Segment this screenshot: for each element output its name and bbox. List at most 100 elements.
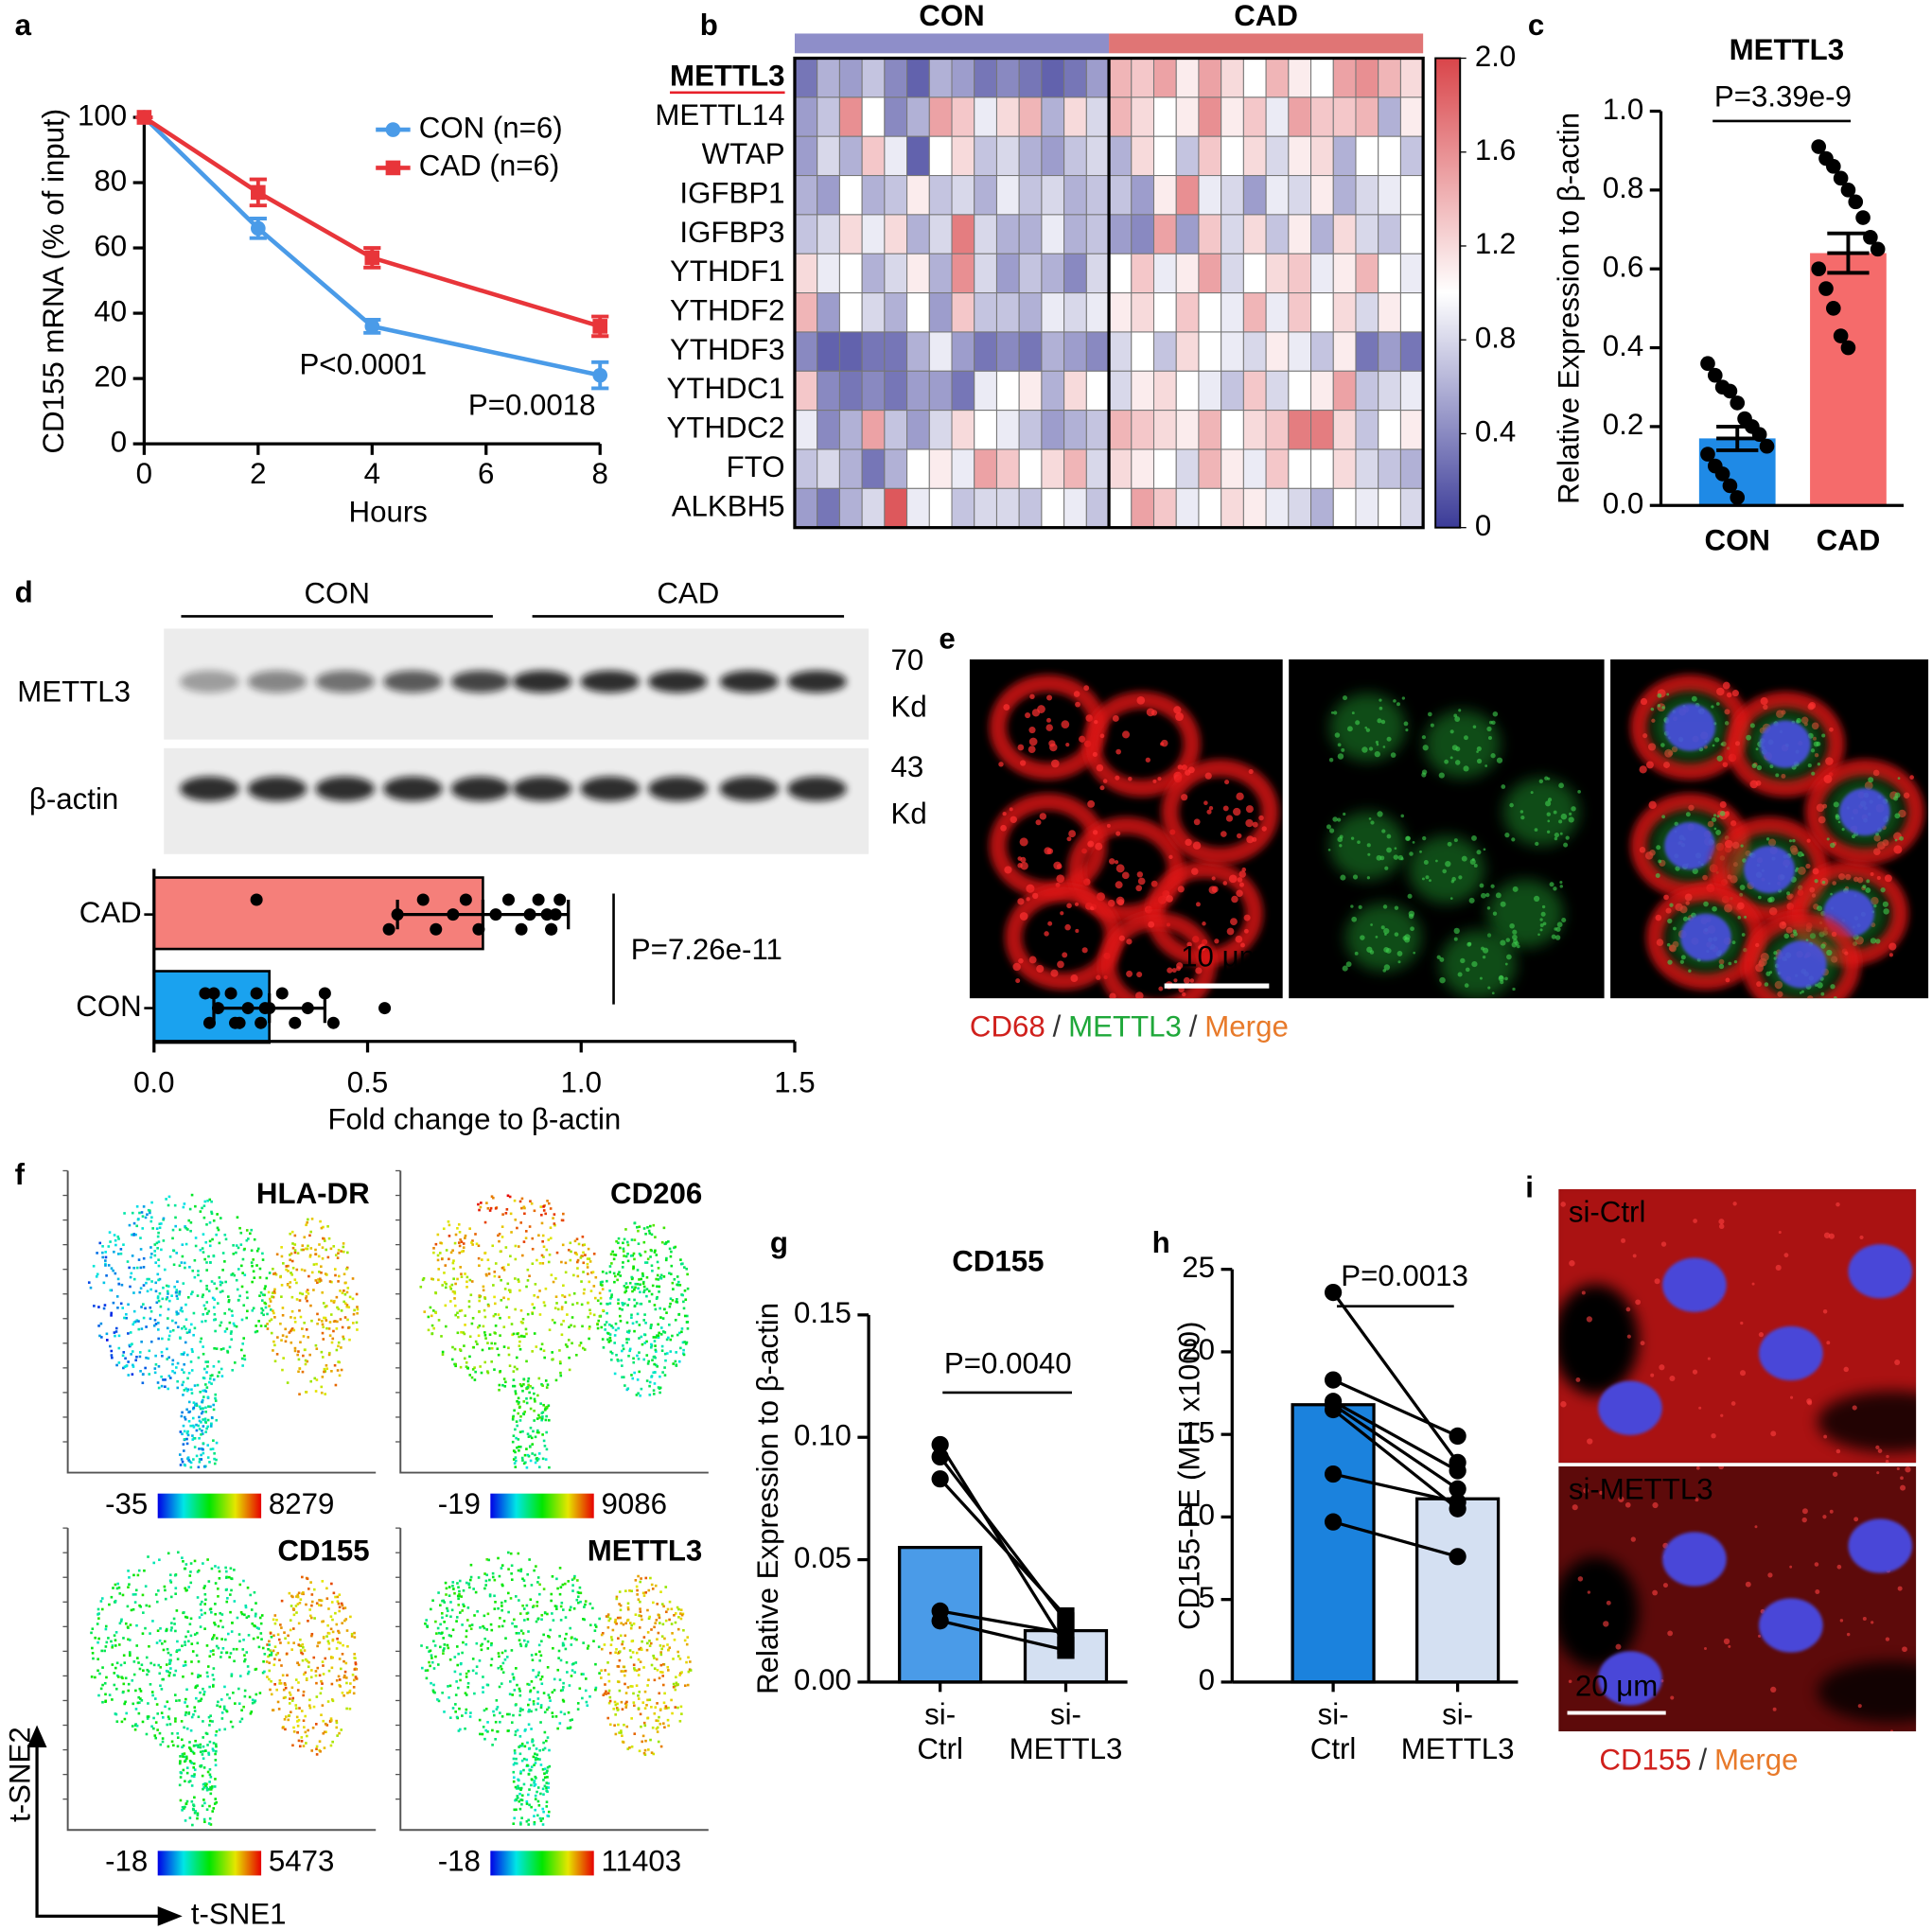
cell-dot [460,1308,464,1312]
cell-dot [448,1684,452,1688]
cell-dot [103,1304,107,1307]
cell-dot [531,1262,535,1266]
cell-dot [624,1384,626,1387]
cell-dot [236,1288,239,1291]
cell-dot [304,1730,307,1734]
cell-dot [510,1231,513,1234]
cell-dot [437,1631,441,1635]
cell-dot [195,1631,199,1635]
speckle [1183,976,1190,984]
cell-dot [341,1692,344,1694]
speckle [1374,751,1380,758]
cell-dot [110,1267,114,1270]
cell-dot [290,1594,293,1598]
speckle [1062,952,1068,958]
cell-dot [537,1377,541,1380]
band [580,776,640,801]
cell-dot [450,1358,454,1361]
cell-dot [207,1715,211,1719]
cell-dot [253,1590,256,1594]
cell-dot [129,1285,132,1289]
heat-cell [1108,487,1133,529]
speckle [1118,935,1125,941]
cell-dot [677,1280,680,1284]
speckle [1732,841,1740,850]
cell-dot [202,1749,204,1753]
cell-dot [212,1749,215,1752]
heat-cell [906,331,930,372]
cell-dot [538,1313,542,1316]
cell-dot [188,1207,192,1211]
cell-dot [201,1247,204,1250]
cell-dot [196,1294,200,1297]
cell-dot [342,1245,345,1249]
cell-dot [321,1356,325,1359]
dot [1811,139,1827,154]
speckle [1852,834,1855,839]
heat-cell [906,410,930,450]
cell-dot [181,1243,184,1246]
cell-dot [321,1376,325,1378]
cell-dot [550,1592,553,1596]
cell-dot [304,1362,307,1366]
cell-dot [469,1711,472,1714]
heat-cell [1288,370,1312,412]
heat-cell [1288,214,1312,254]
cell-dot [192,1745,196,1747]
scale-bar-label: 10 μm [1181,940,1263,974]
cell-dot [294,1704,298,1707]
cell-dot [188,1623,192,1626]
dot [545,922,558,936]
speckle [1049,743,1058,752]
heat-cell [974,253,997,294]
speckle [1109,992,1116,999]
cell-dot [639,1283,641,1287]
cell-dot [631,1651,635,1654]
speckle [1403,721,1409,727]
cell-dot [670,1250,673,1254]
cell-dot [211,1674,215,1676]
cell-dot [160,1248,163,1252]
cell-dot [178,1453,182,1456]
speckle [1204,772,1212,780]
cell-dot [120,1283,124,1287]
cell-dot [157,1299,161,1303]
cell-dot [174,1629,177,1633]
heat-cell [1152,96,1177,137]
cell-dot [432,1251,435,1254]
heat-cell [1063,175,1087,216]
cell-dot [134,1320,137,1324]
cell-dot [504,1246,508,1249]
cell-dot [181,1460,184,1464]
cell-dot [151,1227,154,1230]
cell-dot [635,1394,639,1396]
cell-dot [306,1734,308,1738]
cell-dot [275,1619,278,1622]
cell-dot [443,1621,446,1623]
heat-cell [1221,370,1244,412]
cell-dot [542,1209,546,1212]
cell-dot [662,1226,666,1230]
cell-dot [676,1283,678,1287]
speckle [1375,935,1379,939]
cell-dot [157,1322,160,1325]
heat-cell [1018,175,1043,216]
cell-dot [632,1252,636,1255]
cell-dot [621,1266,624,1269]
speckle [1811,893,1817,898]
speckle [1439,956,1445,962]
speckle [1026,884,1035,893]
cell-dot [213,1318,216,1322]
cell-dot [518,1344,521,1347]
cell-dot [214,1623,217,1626]
row-label: IGFBP1 [679,176,784,209]
cell-dot [437,1278,440,1282]
cell-dot [604,1683,606,1686]
cell-dot [272,1618,275,1622]
speckle [1731,690,1739,697]
speckle [1554,935,1561,940]
cell-dot [197,1270,200,1272]
cell-dot [243,1658,247,1661]
cell-dot [242,1579,245,1583]
cell-dot [541,1748,545,1751]
